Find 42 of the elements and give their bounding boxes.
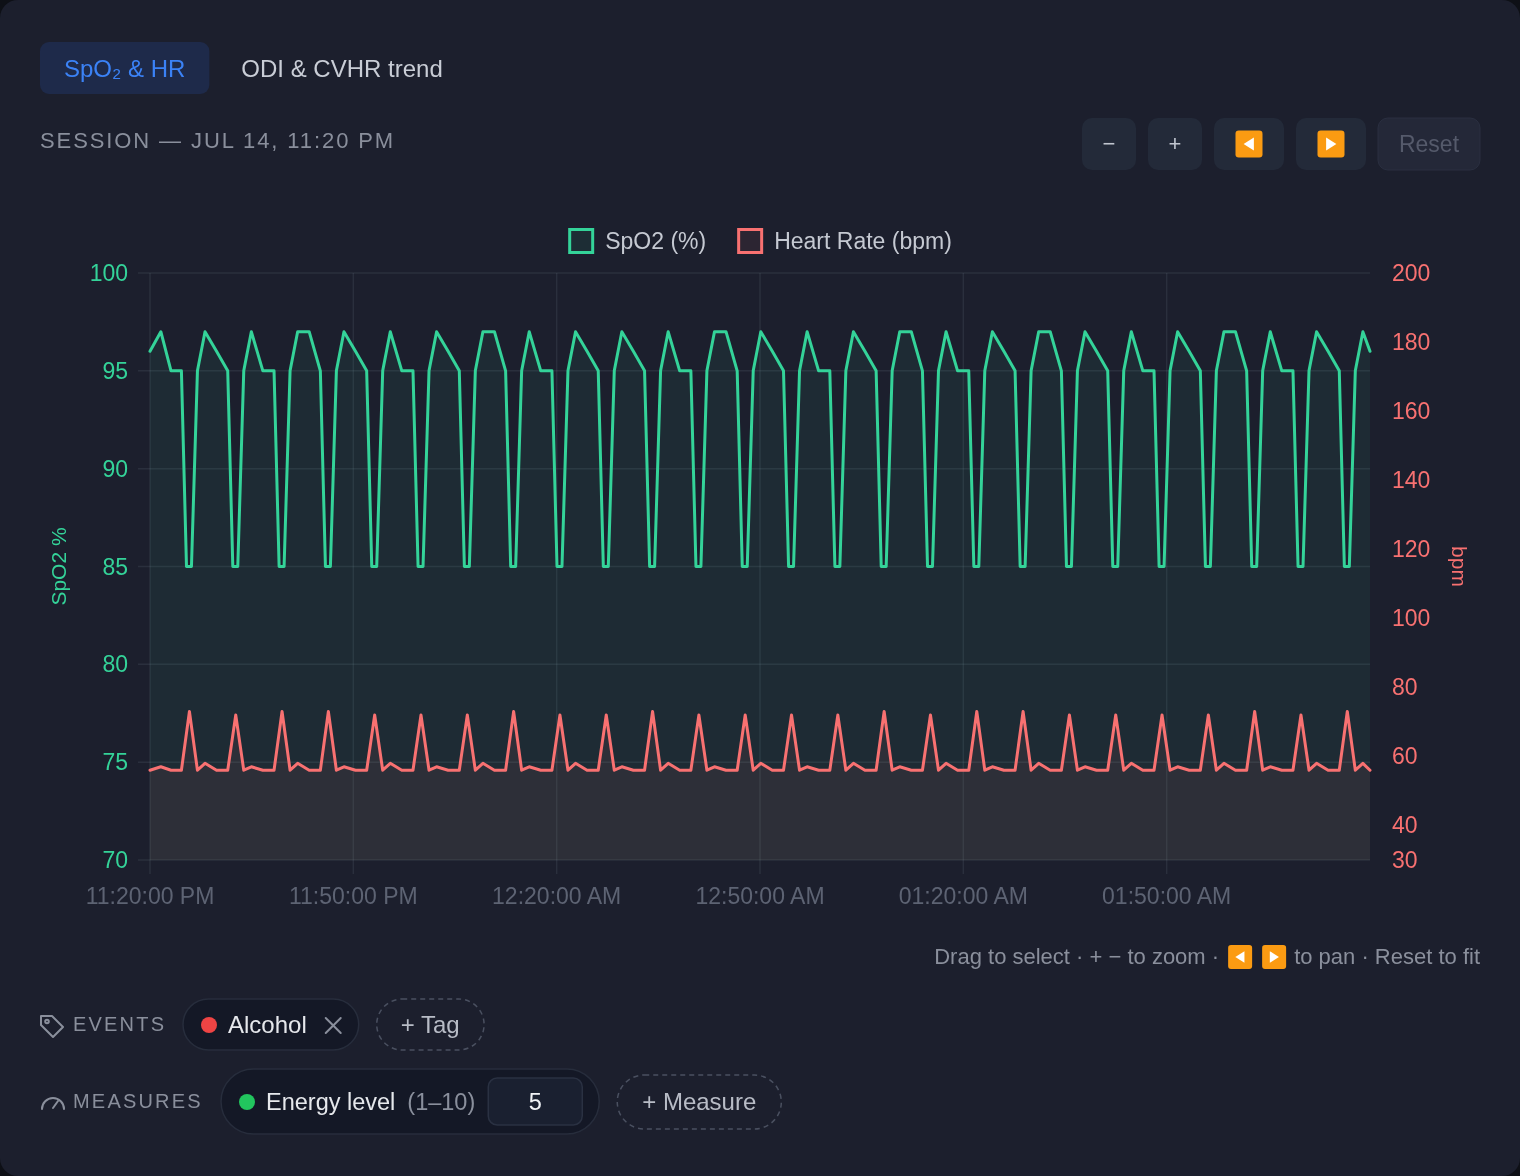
y2-tick-label: 80	[1392, 674, 1418, 701]
text: +	[1168, 131, 1182, 156]
y-tick-label: 100	[89, 260, 128, 286]
y-axis-title: SpO2 %	[47, 527, 70, 606]
y2-tick-label: 200	[1392, 260, 1431, 286]
text: 5	[528, 1089, 542, 1115]
y2-tick-label: 30	[1392, 847, 1418, 873]
legend-label: SpO2 (%)	[605, 228, 707, 254]
text: ODI & CVHR trend	[241, 55, 443, 82]
text: −	[1102, 131, 1116, 156]
y-tick-label: 95	[102, 357, 128, 384]
text: (1–10)	[407, 1089, 476, 1115]
y2-tick-label: 160	[1392, 398, 1431, 425]
text: to pan · Reset to fit	[1294, 944, 1480, 969]
y-tick-label: 70	[102, 847, 128, 873]
y2-tick-label: 40	[1392, 812, 1418, 839]
y2-axis-title: bpm	[1448, 546, 1471, 587]
chart-title: SESSION — JUL 14, 11:20 PM	[40, 128, 396, 153]
legend-label: Heart Rate (bpm)	[774, 228, 952, 254]
y-tick-label: 80	[102, 651, 128, 678]
text: MEASURES	[73, 1090, 203, 1112]
y-tick-label: 85	[102, 553, 128, 580]
y2-tick-label: 60	[1392, 743, 1418, 770]
x-tick-label: 11:50:00 PM	[288, 883, 418, 909]
x-tick-label: 01:50:00 AM	[1102, 883, 1232, 909]
y2-tick-label: 100	[1392, 605, 1431, 632]
text: EVENTS	[73, 1013, 167, 1035]
y2-tick-label: 140	[1392, 467, 1431, 494]
x-tick-label: 12:50:00 AM	[695, 883, 825, 909]
x-tick-label: 01:20:00 AM	[898, 883, 1028, 909]
y2-tick-label: 120	[1392, 536, 1431, 563]
text: Alcohol	[228, 1011, 307, 1038]
x-tick-label: 11:20:00 PM	[85, 883, 215, 909]
text: + Measure	[642, 1088, 757, 1115]
y-tick-label: 90	[102, 455, 128, 482]
x-tick-label: 12:20:00 AM	[492, 883, 622, 909]
y-tick-label: 75	[102, 749, 128, 776]
text: SpO₂ & HR	[63, 55, 186, 82]
y2-tick-label: 180	[1392, 329, 1431, 356]
text: Drag to select · + − to zoom ·	[934, 944, 1220, 969]
text: Energy level	[266, 1089, 396, 1115]
text: + Tag	[400, 1011, 460, 1038]
